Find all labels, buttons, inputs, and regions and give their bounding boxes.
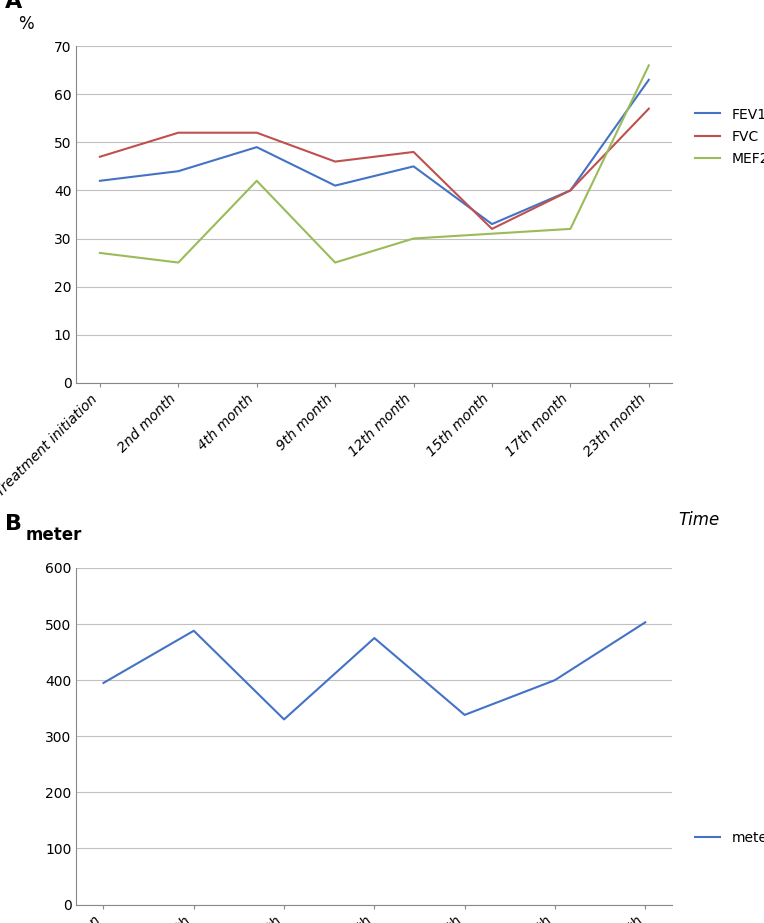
Line: FEV1: FEV1: [100, 79, 649, 224]
FEV1: [644, 74, 653, 85]
Text: %: %: [18, 15, 34, 32]
FEV1: [409, 161, 418, 172]
MEF25-75: [566, 223, 575, 234]
FEV1: [252, 141, 261, 152]
FVC: [173, 127, 183, 138]
FEV1: [487, 219, 497, 230]
FVC: [96, 151, 105, 162]
FVC: [409, 147, 418, 158]
FVC: [644, 103, 653, 114]
meter: [99, 677, 108, 689]
FEV1: [173, 165, 183, 176]
meter: [370, 632, 379, 643]
FVC: [487, 223, 497, 234]
FEV1: [96, 175, 105, 186]
Legend: FEV1, FVC, MEF25-75: FEV1, FVC, MEF25-75: [691, 103, 764, 171]
meter: [189, 625, 199, 636]
MEF25-75: [331, 257, 340, 268]
MEF25-75: [487, 228, 497, 239]
Line: FVC: FVC: [100, 109, 649, 229]
Text: Time: Time: [678, 510, 720, 529]
FVC: [252, 127, 261, 138]
FVC: [331, 156, 340, 167]
Text: A: A: [5, 0, 22, 12]
Line: meter: meter: [103, 622, 646, 719]
FEV1: [566, 185, 575, 196]
Line: MEF25-75: MEF25-75: [100, 66, 649, 262]
meter: [460, 710, 469, 721]
MEF25-75: [173, 257, 183, 268]
Legend: meter: meter: [691, 827, 764, 850]
meter: [280, 713, 289, 725]
FEV1: [331, 180, 340, 191]
FVC: [566, 185, 575, 196]
MEF25-75: [96, 247, 105, 258]
MEF25-75: [409, 233, 418, 244]
MEF25-75: [252, 175, 261, 186]
Text: meter: meter: [26, 526, 82, 545]
MEF25-75: [644, 60, 653, 71]
meter: [550, 675, 559, 686]
meter: [641, 617, 650, 628]
Text: B: B: [5, 514, 22, 534]
